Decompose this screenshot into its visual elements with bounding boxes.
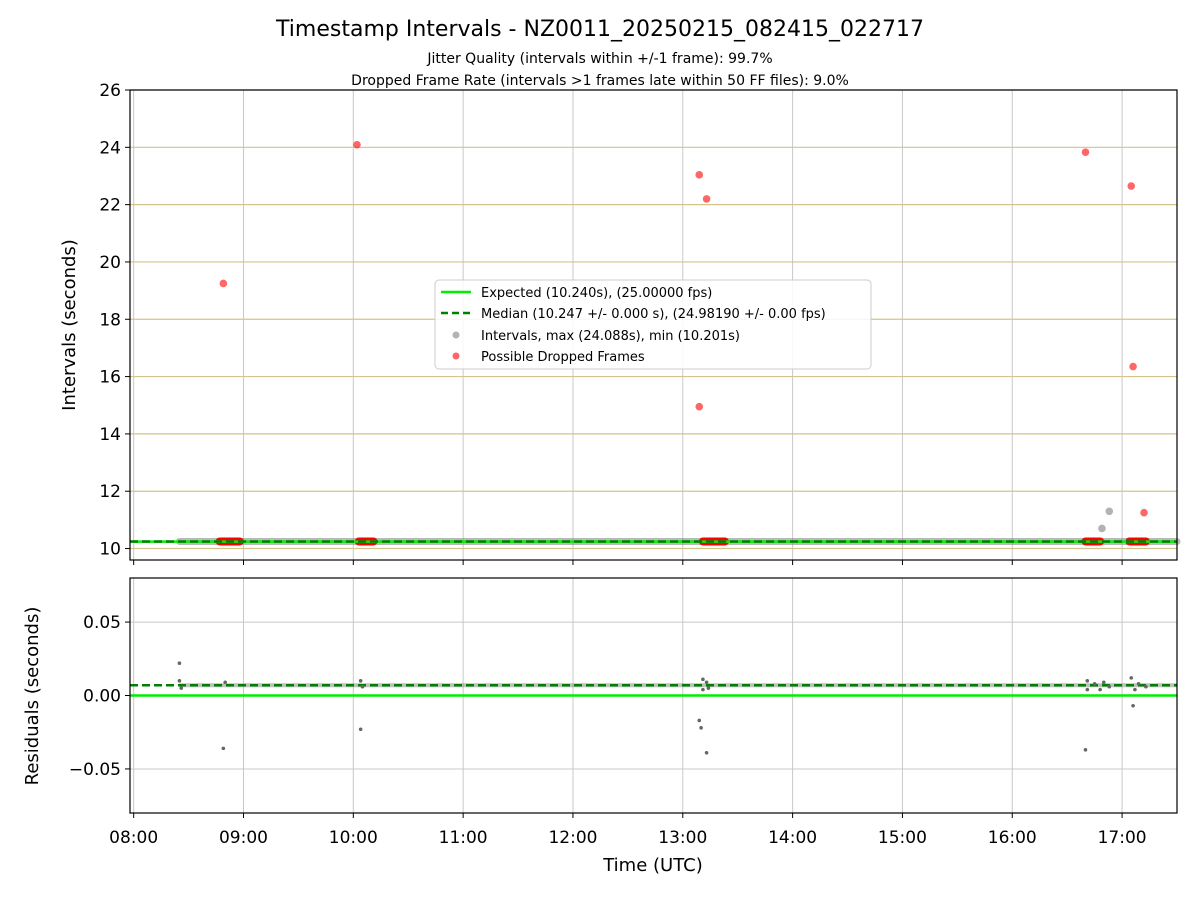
bottom-xtick-label-0: 08:00 (109, 828, 158, 848)
bottom-xtick-label-7: 15:00 (878, 828, 927, 848)
top-ytick-label-3: 16 (99, 368, 121, 388)
dropped-point-7 (1129, 362, 1137, 371)
bottom-ylabel: Residuals (seconds) (22, 607, 43, 786)
interval-point-1 (1105, 507, 1114, 516)
residuals-panel: −0.05 0.00 0.05 08:00 09:00 10:00 11:00 12:00 13… (22, 577, 1178, 876)
legend-expected-label: Expected (10.240s), (25.00000 fps) (481, 286, 712, 301)
bottom-xtick-label-6: 14:00 (768, 828, 817, 848)
bottom-xtick-label-3: 11:00 (439, 828, 488, 848)
dropped-point-3 (702, 195, 711, 203)
top-ytick-label-7: 24 (99, 138, 121, 158)
residual-point-21 (1107, 684, 1112, 689)
residual-point-24 (1133, 687, 1137, 692)
intervals-plot-frame (129, 89, 1178, 561)
dropped-point-2 (695, 171, 704, 179)
bottom-xlabel: Time (UTC) (602, 855, 703, 876)
residual-point-18 (1092, 681, 1097, 686)
residual-point-13 (704, 680, 709, 685)
chart-title: Timestamp Intervals - NZ0011_20250215_08… (275, 17, 924, 42)
dropped-point-8 (1140, 508, 1148, 517)
residual-point-14 (706, 686, 711, 690)
bottom-xtick-label-4: 12:00 (548, 828, 597, 848)
residual-point-8 (697, 718, 702, 723)
legend: Expected (10.240s), (25.00000 fps) Media… (434, 279, 872, 370)
legend-intervals-label: Intervals, max (24.088s), min (10.201s) (481, 329, 740, 344)
bottom-xtick-label-5: 13:00 (658, 828, 707, 848)
residual-point-20 (1101, 680, 1106, 685)
bottom-xtick-label-1: 09:00 (219, 828, 268, 848)
bottom-xtick-label-2: 10:00 (329, 828, 378, 848)
legend-box (434, 279, 872, 370)
intervals-panel: 10 12 14 16 18 20 22 24 26 Intervals (seconds) (59, 81, 1181, 565)
residual-point-26 (1144, 684, 1148, 689)
residual-point-2 (179, 686, 184, 690)
residual-point-19 (1098, 687, 1102, 692)
legend-dropped-swatch (452, 352, 460, 360)
bottom-xtick-label-9: 17:00 (1098, 828, 1147, 848)
top-ytick-label-8: 26 (99, 81, 121, 101)
residual-point-7 (360, 684, 365, 689)
dropped-point-6 (1127, 182, 1136, 190)
residual-point-15 (1083, 748, 1088, 752)
subtitle-dropped-rate: Dropped Frame Rate (intervals >1 frames … (351, 73, 849, 89)
interval-point-0 (1098, 524, 1106, 533)
residual-point-10 (701, 677, 705, 682)
residual-point-11 (701, 687, 705, 692)
residual-point-0 (177, 661, 182, 665)
residual-point-25 (1136, 681, 1141, 686)
residual-point-12 (704, 750, 709, 755)
residual-point-22 (1129, 676, 1134, 680)
residual-point-16 (1085, 679, 1090, 683)
top-ytick-label-5: 20 (99, 253, 121, 273)
top-ytick-label-4: 18 (99, 310, 121, 330)
residual-point-17 (1085, 687, 1090, 692)
residual-point-4 (223, 680, 227, 685)
top-ylabel: Intervals (seconds) (59, 239, 80, 411)
bottom-ytick-label-2: 0.05 (83, 613, 121, 633)
dropped-point-5 (1081, 148, 1090, 156)
residual-point-9 (699, 726, 703, 730)
dropped-point-1 (353, 140, 361, 149)
bottom-xtick-label-8: 16:00 (988, 828, 1037, 848)
top-ytick-label-1: 12 (99, 482, 121, 502)
residual-point-3 (221, 746, 226, 751)
bottom-ytick-label-1: 0.00 (83, 687, 121, 707)
top-ytick-label-0: 10 (99, 540, 121, 560)
top-ytick-label-2: 14 (99, 425, 121, 445)
subtitle-jitter: Jitter Quality (intervals within +/-1 fr… (426, 51, 772, 67)
legend-intervals-swatch (452, 331, 460, 339)
residual-point-23 (1131, 703, 1135, 708)
legend-dropped-label: Possible Dropped Frames (481, 350, 645, 365)
residual-point-6 (358, 679, 363, 683)
top-ytick-label-6: 22 (99, 196, 121, 216)
residual-point-5 (358, 727, 363, 732)
residual-point-1 (177, 679, 182, 683)
dropped-point-4 (695, 402, 704, 411)
bottom-ytick-label-0: −0.05 (69, 760, 121, 780)
dropped-point-0 (219, 279, 228, 288)
legend-median-label: Median (10.247 +/- 0.000 s), (24.98190 +… (481, 307, 826, 322)
